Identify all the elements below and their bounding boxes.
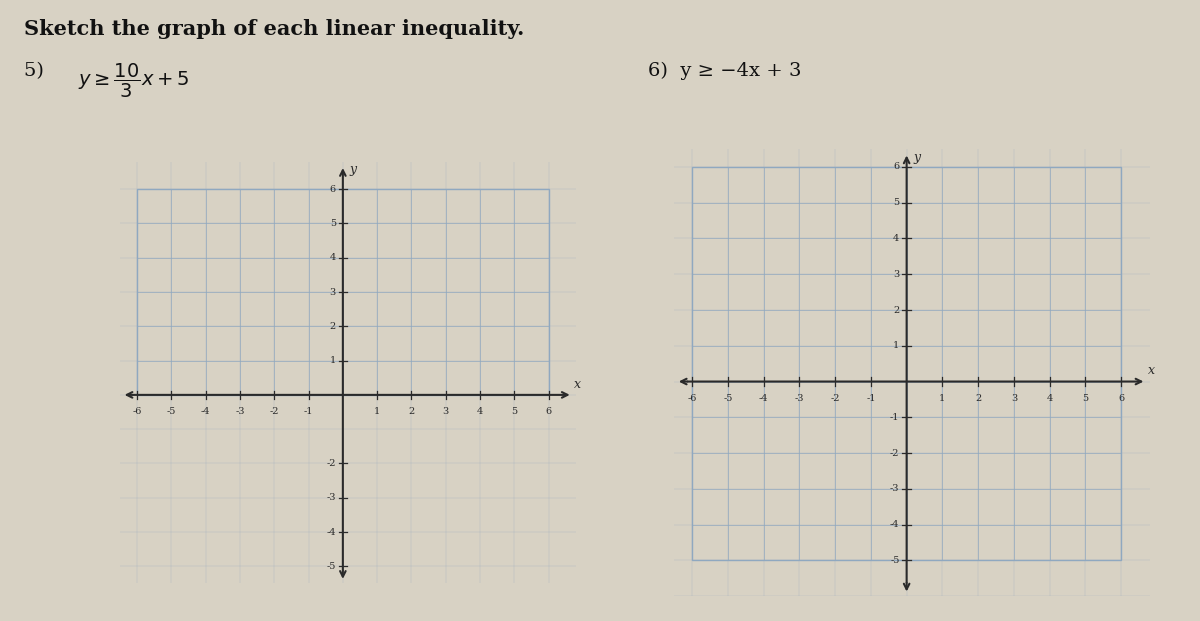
Text: -3: -3	[326, 493, 336, 502]
Text: 6: 6	[546, 407, 552, 416]
Text: -1: -1	[890, 413, 900, 422]
Text: -1: -1	[866, 394, 876, 403]
Bar	[137, 189, 548, 395]
Text: x: x	[1148, 365, 1156, 378]
Text: 2: 2	[976, 394, 982, 403]
Text: -5: -5	[167, 407, 176, 416]
Text: 5: 5	[893, 198, 900, 207]
Text: -4: -4	[890, 520, 900, 529]
Text: -3: -3	[794, 394, 804, 403]
Bar	[692, 167, 1121, 560]
Text: Sketch the graph of each linear inequality.: Sketch the graph of each linear inequali…	[24, 19, 524, 39]
Text: 4: 4	[330, 253, 336, 262]
Text: -4: -4	[326, 527, 336, 537]
Text: -2: -2	[890, 448, 900, 458]
Text: 6: 6	[330, 184, 336, 194]
Text: 4: 4	[893, 234, 900, 243]
Text: -3: -3	[235, 407, 245, 416]
Text: y: y	[349, 163, 356, 176]
Text: 3: 3	[893, 270, 900, 279]
Text: -4: -4	[200, 407, 210, 416]
Text: 1: 1	[940, 394, 946, 403]
Text: 6: 6	[893, 163, 900, 171]
Text: y: y	[913, 151, 920, 164]
Text: -3: -3	[890, 484, 900, 493]
Text: -5: -5	[890, 556, 900, 565]
Text: 2: 2	[893, 306, 900, 314]
Text: 3: 3	[1010, 394, 1018, 403]
Text: -1: -1	[304, 407, 313, 416]
Text: 5): 5)	[24, 62, 56, 80]
Text: -5: -5	[724, 394, 732, 403]
Text: 4: 4	[476, 407, 484, 416]
Text: -5: -5	[326, 562, 336, 571]
Text: 4: 4	[1046, 394, 1052, 403]
Text: x: x	[575, 378, 581, 391]
Text: 2: 2	[408, 407, 414, 416]
Text: $y \geq \dfrac{10}{3}x + 5$: $y \geq \dfrac{10}{3}x + 5$	[78, 62, 190, 100]
Text: -2: -2	[270, 407, 280, 416]
Text: -6: -6	[132, 407, 142, 416]
Text: -2: -2	[830, 394, 840, 403]
Text: -2: -2	[326, 459, 336, 468]
Text: 3: 3	[330, 288, 336, 297]
Text: -6: -6	[688, 394, 697, 403]
Text: 5: 5	[1082, 394, 1088, 403]
Text: 1: 1	[330, 356, 336, 365]
Text: -4: -4	[758, 394, 768, 403]
Text: 6: 6	[1118, 394, 1124, 403]
Text: 6)  y ≥ −4x + 3: 6) y ≥ −4x + 3	[648, 62, 802, 80]
Text: 3: 3	[443, 407, 449, 416]
Text: 5: 5	[511, 407, 517, 416]
Text: 1: 1	[893, 342, 900, 350]
Text: 5: 5	[330, 219, 336, 228]
Text: 1: 1	[374, 407, 380, 416]
Text: 2: 2	[330, 322, 336, 331]
